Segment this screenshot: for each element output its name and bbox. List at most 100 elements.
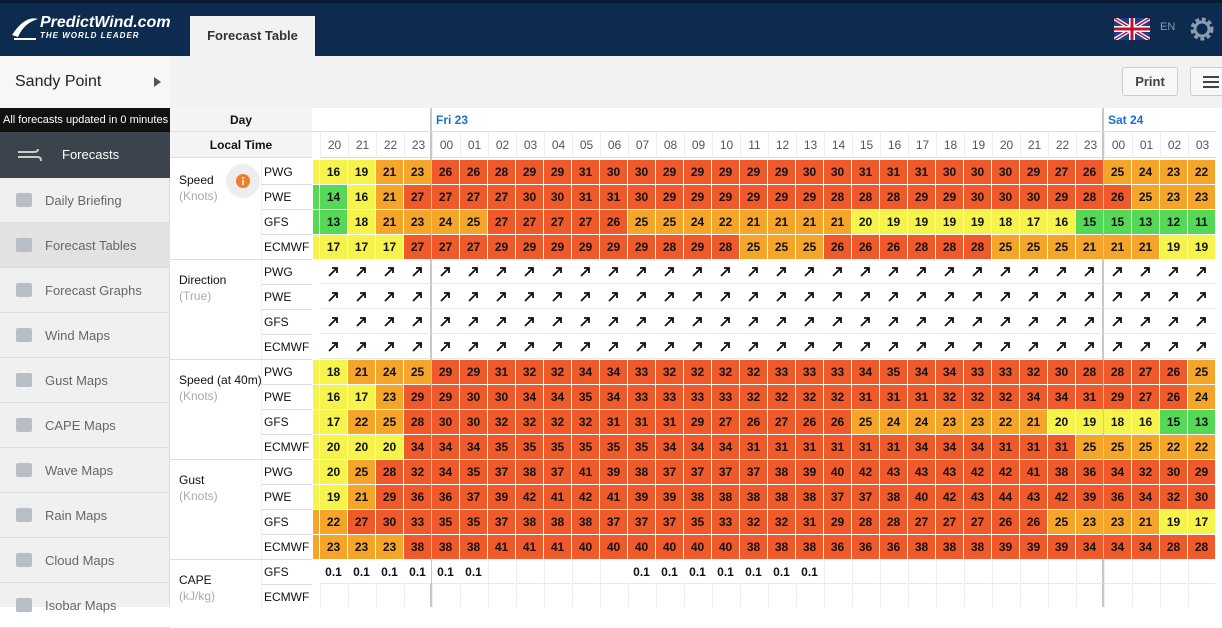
menu-item[interactable]: Daily Briefing <box>0 178 170 223</box>
value-cell: 26 <box>1160 385 1187 409</box>
value-cell: 32 <box>656 360 683 384</box>
value-cell: 27 <box>936 510 963 534</box>
value-cell: 32 <box>1160 485 1187 509</box>
direction-arrow <box>404 285 431 309</box>
direction-arrow <box>1132 310 1159 334</box>
value-cell: 30 <box>460 410 487 434</box>
value-cell: 0.1 <box>796 560 823 584</box>
value-cell: 38 <box>740 535 767 559</box>
value-cell: 37 <box>544 460 571 484</box>
language[interactable]: EN <box>1160 21 1176 33</box>
menu-active[interactable]: Forecasts <box>0 132 170 178</box>
value-cell: 30 <box>992 160 1019 184</box>
empty-cell <box>964 585 991 607</box>
direction-arrow <box>320 310 347 334</box>
value-cell: 41 <box>544 535 571 559</box>
info-icon[interactable] <box>226 164 260 198</box>
value-cell: 37 <box>656 510 683 534</box>
direction-arrow <box>656 285 683 309</box>
value-cell: 17 <box>348 385 375 409</box>
empty-cell <box>488 560 515 584</box>
menu-button[interactable] <box>1190 67 1222 96</box>
value-cell: 34 <box>964 435 991 459</box>
value-cell: 38 <box>796 485 823 509</box>
empty-cell <box>1048 560 1075 584</box>
menu-item[interactable]: Cloud Maps <box>0 538 170 583</box>
value-cell: 29 <box>544 160 571 184</box>
group-label: Speed <box>179 173 214 187</box>
value-cell: 24 <box>376 360 403 384</box>
value-cell: 36 <box>852 535 879 559</box>
value-cell: 26 <box>600 210 627 234</box>
value-cell: 19 <box>908 210 935 234</box>
value-cell: 25 <box>1188 360 1215 384</box>
value-cell: 34 <box>1132 485 1159 509</box>
value-cell: 26 <box>1076 160 1103 184</box>
value-cell: 25 <box>1132 435 1159 459</box>
value-cell: 42 <box>516 485 543 509</box>
empty-cell <box>656 585 683 607</box>
value-cell: 21 <box>348 485 375 509</box>
direction-arrow <box>880 285 907 309</box>
value-cell: 15 <box>1076 210 1103 234</box>
value-cell: 34 <box>1104 460 1131 484</box>
menu-item[interactable]: Wind Maps <box>0 313 170 358</box>
value-cell: 30 <box>460 385 487 409</box>
value-cell: 26 <box>432 160 459 184</box>
value-cell: 31 <box>852 385 879 409</box>
value-cell: 27 <box>404 235 431 259</box>
direction-arrow <box>1076 285 1103 309</box>
direction-arrow <box>376 285 403 309</box>
value-cell: 27 <box>404 185 431 209</box>
value-cell: 41 <box>572 460 599 484</box>
location[interactable]: Sandy Point <box>0 56 170 108</box>
value-cell: 29 <box>656 160 683 184</box>
value-cell: 17 <box>320 235 347 259</box>
value-cell: 38 <box>404 535 431 559</box>
menu-item[interactable]: Gust Maps <box>0 358 170 403</box>
direction-arrow <box>1160 285 1187 309</box>
value-cell: 17 <box>348 235 375 259</box>
value-cell: 15 <box>1104 210 1131 234</box>
empty-cell <box>852 585 879 607</box>
print-button[interactable]: Print <box>1122 67 1178 96</box>
empty-cell <box>908 585 935 607</box>
value-cell: 28 <box>880 510 907 534</box>
direction-arrow <box>768 285 795 309</box>
value-cell: 22 <box>1188 435 1215 459</box>
hour: 16 <box>880 132 908 158</box>
menu-item[interactable]: Forecast Graphs <box>0 268 170 313</box>
value-cell: 27 <box>460 185 487 209</box>
settings[interactable] <box>1189 16 1215 42</box>
value-cell: 29 <box>768 160 795 184</box>
value-cell: 16 <box>320 160 347 184</box>
group-box <box>170 560 262 607</box>
direction-arrow <box>488 310 515 334</box>
direction-arrow <box>964 285 991 309</box>
direction-arrow <box>460 285 487 309</box>
value-cell: 0.1 <box>432 560 459 584</box>
value-cell: 30 <box>628 160 655 184</box>
value-cell: 19 <box>1076 410 1103 434</box>
menu-item[interactable]: Rain Maps <box>0 493 170 538</box>
caret <box>154 77 161 87</box>
tab[interactable]: Forecast Table <box>190 16 315 56</box>
empty-cell <box>992 585 1019 607</box>
value-cell: 32 <box>796 385 823 409</box>
empty-cell <box>908 560 935 584</box>
value-cell: 27 <box>488 185 515 209</box>
flag[interactable] <box>1114 18 1150 40</box>
value-cell: 21 <box>824 210 851 234</box>
value-cell: 29 <box>768 185 795 209</box>
direction-arrow <box>348 260 375 284</box>
value-cell: 23 <box>1104 510 1131 534</box>
menu-item[interactable]: Wave Maps <box>0 448 170 493</box>
value-cell: 27 <box>712 410 739 434</box>
direction-arrow <box>628 285 655 309</box>
update-note: All forecasts updated in 0 minutes <box>0 108 170 132</box>
value-cell: 30 <box>376 510 403 534</box>
direction-arrow <box>600 285 627 309</box>
menu-item[interactable]: CAPE Maps <box>0 403 170 448</box>
value-cell: 29 <box>656 185 683 209</box>
value-cell: 31 <box>880 160 907 184</box>
